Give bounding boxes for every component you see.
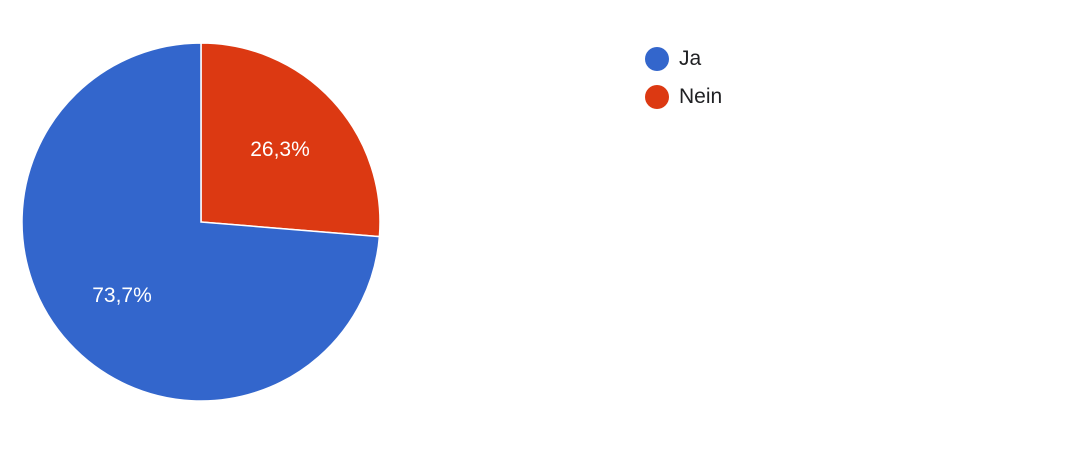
legend-swatch-nein — [645, 85, 669, 109]
pie-slice-label-ja: 73,7% — [92, 284, 152, 307]
legend-item-nein[interactable]: Nein — [645, 78, 722, 116]
pie-slice-nein[interactable] — [200, 42, 381, 238]
legend-label-ja: Ja — [679, 47, 702, 70]
pie-slice-ja[interactable] — [21, 42, 381, 402]
pie-slice-labels: 26,3% 73,7% — [92, 138, 310, 307]
pie-slices — [21, 42, 381, 402]
legend-item-ja[interactable]: Ja — [645, 40, 722, 78]
legend: Ja Nein — [645, 40, 722, 116]
legend-swatch-ja — [645, 47, 669, 71]
pie-slice-label-nein: 26,3% — [250, 138, 310, 161]
legend-label-nein: Nein — [679, 85, 723, 108]
